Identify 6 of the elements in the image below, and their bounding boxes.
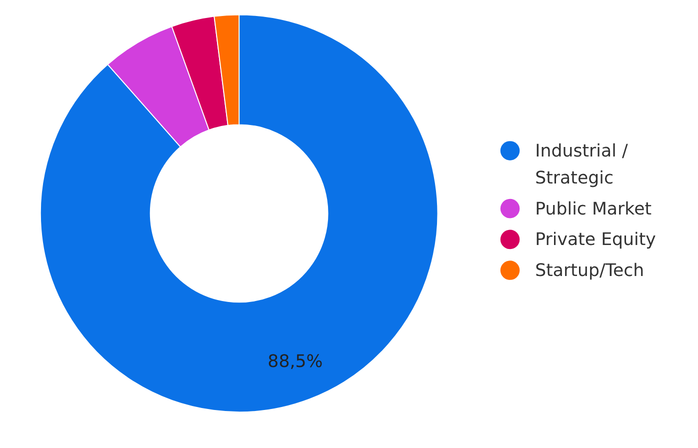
data-label: 88,5% [268,352,323,372]
legend-label: Private Equity [535,230,656,250]
donut-slice [40,14,438,412]
legend-label: Startup/Tech [535,261,644,282]
legend-label: Industrial / Strategic [535,142,628,188]
legend-label: Public Market [535,199,652,220]
